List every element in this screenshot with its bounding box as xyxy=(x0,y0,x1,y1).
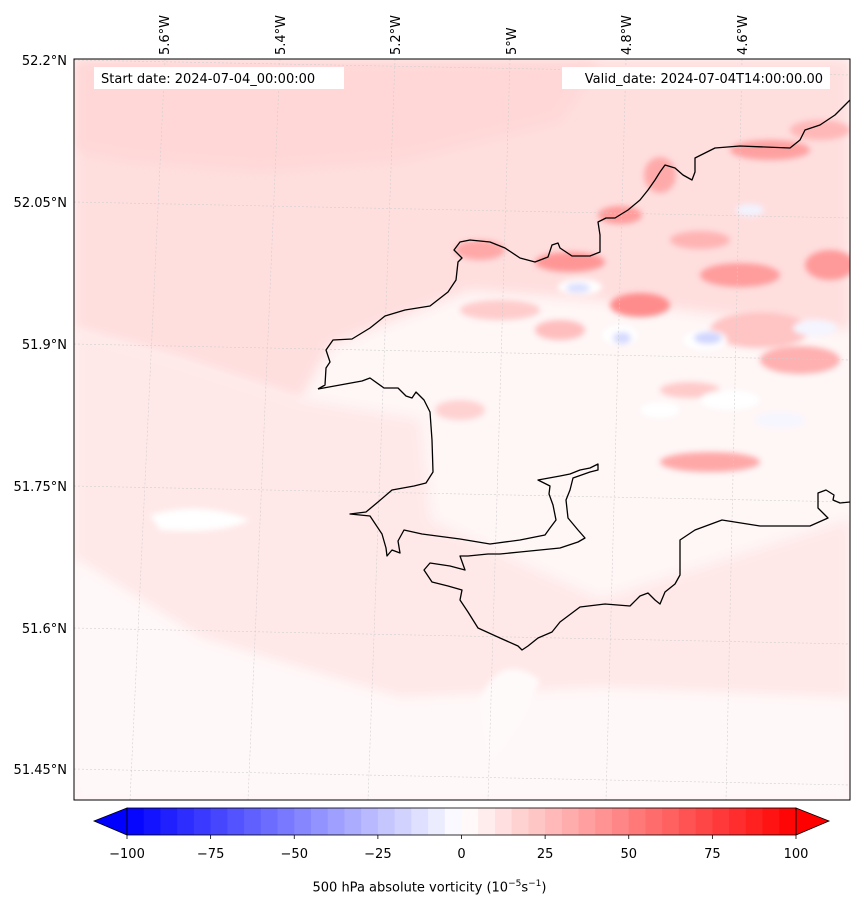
colorbar-segment xyxy=(328,808,345,835)
colorbar-segment xyxy=(211,808,228,835)
colorbar-segment xyxy=(361,808,378,835)
colorbar-extend-max xyxy=(796,808,829,835)
colorbar-segment xyxy=(428,808,445,835)
lon-label-4: 5°W xyxy=(505,27,520,55)
colorbar-segment xyxy=(227,808,244,835)
colorbar-segment xyxy=(378,808,395,835)
colorbar-segment xyxy=(144,808,161,835)
colorbar-tick-label: 100 xyxy=(784,847,809,862)
colorbar-segment xyxy=(779,808,796,835)
colorbar-segment xyxy=(528,808,545,835)
colorbar-segment xyxy=(512,808,529,835)
colorbar-segment xyxy=(579,808,596,835)
colorbar-segment xyxy=(344,808,361,835)
lon-label-6: 4.6°W xyxy=(736,15,751,55)
colorbar-segment xyxy=(495,808,512,835)
lat-label-6: 51.45°N xyxy=(14,763,67,778)
latitude-labels: 52.2°N 52.05°N 51.9°N 51.75°N 51.6°N 51.… xyxy=(14,54,67,778)
colorbar-tick-label: −75 xyxy=(197,847,224,862)
colorbar-segment xyxy=(662,808,679,835)
map-area: Start date: 2024-07-04_00:00:00 Valid_da… xyxy=(74,59,855,800)
colorbar-segment xyxy=(127,808,144,835)
colorbar-segment xyxy=(160,808,177,835)
colorbar-segment xyxy=(629,808,646,835)
lon-label-2: 5.4°W xyxy=(274,15,289,55)
colorbar-title-exp2: −1 xyxy=(528,879,541,889)
lat-label-1: 52.2°N xyxy=(22,54,67,69)
colorbar-segment xyxy=(261,808,278,835)
colorbar-segment xyxy=(177,808,194,835)
colorbar-title-prefix: 500 hPa absolute vorticity (10 xyxy=(313,880,509,895)
colorbar-segment xyxy=(194,808,211,835)
colorbar-segment xyxy=(595,808,612,835)
colorbar-segment xyxy=(278,808,295,835)
colorbar-segment xyxy=(395,808,412,835)
colorbar-segment xyxy=(411,808,428,835)
colorbar-ticks: −100 −75 −50 −25 0 25 50 75 100 xyxy=(109,835,808,862)
colorbar-tick-label: 75 xyxy=(704,847,721,862)
colorbar-segment xyxy=(244,808,261,835)
colorbar-segment xyxy=(696,808,713,835)
colorbar-segment xyxy=(763,808,780,835)
colorbar-title-suffix: ) xyxy=(541,880,546,895)
colorbar-segment xyxy=(562,808,579,835)
colorbar-tick-label: −50 xyxy=(281,847,308,862)
colorbar-segment xyxy=(612,808,629,835)
colorbar: −100 −75 −50 −25 0 25 50 75 100 xyxy=(94,808,829,862)
lat-label-2: 52.05°N xyxy=(14,196,67,211)
colorbar-segment xyxy=(294,808,311,835)
lat-label-3: 51.9°N xyxy=(22,338,67,353)
colorbar-tick-label: −25 xyxy=(364,847,391,862)
colorbar-segment xyxy=(462,808,479,835)
colorbar-segment xyxy=(645,808,662,835)
colorbar-title: 500 hPa absolute vorticity (10−5s−1) xyxy=(0,879,859,895)
lat-label-4: 51.75°N xyxy=(14,480,67,495)
colorbar-tick-label: 25 xyxy=(537,847,554,862)
colorbar-segment xyxy=(445,808,462,835)
lon-label-1: 5.6°W xyxy=(158,15,173,55)
colorbar-extend-min xyxy=(94,808,127,835)
colorbar-segment xyxy=(545,808,562,835)
colorbar-segment xyxy=(679,808,696,835)
colorbar-segment xyxy=(311,808,328,835)
lon-label-3: 5.2°W xyxy=(389,15,404,55)
start-date-label: Start date: 2024-07-04_00:00:00 xyxy=(101,72,315,87)
colorbar-segments xyxy=(127,808,797,835)
colorbar-segment xyxy=(729,808,746,835)
lon-label-5: 4.8°W xyxy=(620,15,635,55)
colorbar-tick-label: 0 xyxy=(457,847,465,862)
valid-date-label: Valid_date: 2024-07-04T14:00:00.00 xyxy=(585,72,823,87)
colorbar-segment xyxy=(478,808,495,835)
colorbar-tick-label: 50 xyxy=(620,847,637,862)
colorbar-tick-label: −100 xyxy=(109,847,145,862)
lat-label-5: 51.6°N xyxy=(22,622,67,637)
colorbar-title-exp1: −5 xyxy=(508,879,521,889)
colorbar-segment xyxy=(746,808,763,835)
colorbar-segment xyxy=(712,808,729,835)
longitude-labels: 5.6°W 5.4°W 5.2°W 5°W 4.8°W 4.6°W xyxy=(158,15,751,55)
